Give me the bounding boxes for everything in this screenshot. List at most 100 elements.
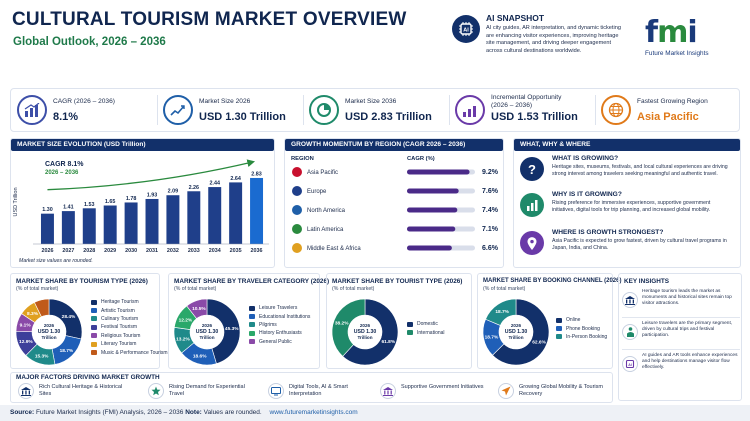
factor-text: Supportive Government Initiatives (401, 384, 484, 390)
footer: Source: Future Market Insights (FMI) Ana… (0, 405, 750, 421)
key-insights-panel: KEY INSIGHTS Heritage tourism leads the … (618, 273, 742, 401)
donut-center-label: USD 1.30 (505, 329, 528, 335)
fmi-logo: fmi Future Market Insights (645, 18, 740, 68)
kpi-market-2026: Market Size 2026 USD 1.30 Trillion (157, 89, 303, 131)
legend-swatch (91, 316, 97, 322)
x-tick-label: 2031 (146, 248, 158, 254)
region-cagr-value: 7.1% (482, 226, 499, 233)
legend-swatch (91, 299, 97, 305)
ai-chip-icon: AI (452, 15, 480, 43)
cagr-callout: CAGR 8.1% (45, 161, 84, 168)
source-url-link[interactable]: www.futuremarketinsights.com (269, 409, 358, 416)
www-text: Heritage sites, museums, festivals, and … (552, 164, 728, 177)
www-text: Asia Pacific is expected to grow fastest… (552, 238, 727, 251)
slice-online (492, 298, 550, 366)
www-title: WHY IS IT GROWING? (552, 191, 622, 198)
legend-label: History Enthusiasts (259, 330, 302, 337)
donut-legend: Leisure Travelers Educational Institution… (249, 304, 310, 346)
x-tick-label: 2032 (167, 248, 179, 254)
slice-leisure-travelers (206, 298, 241, 364)
legend-entry: Domestic (407, 320, 445, 328)
region-label: Middle East & Africa (307, 246, 361, 252)
legend-label: Domestic (417, 321, 438, 328)
ai-snapshot: AI AI SNAPSHOT AI city guides, AR interp… (452, 9, 624, 79)
bar-2035 (229, 182, 243, 244)
slice-value-label: 13.2% (176, 337, 190, 343)
donut-center-label: 2026 (202, 323, 213, 328)
kpi-value: USD 2.83 Trillion (345, 111, 432, 123)
donut-panel-traveler-category: MARKET SHARE BY TRAVELER CATEGORY (2026)… (168, 273, 329, 369)
what-why-where-panel: WHAT, WHY & WHERE ? WHAT IS GROWING? Her… (513, 138, 741, 268)
kpi-market-2036: Market Size 2036 USD 2.83 Trillion (303, 89, 449, 131)
legend-label: Online (566, 317, 581, 324)
x-tick-label: 2026 (41, 248, 53, 254)
legend-label: Pilgrims (259, 321, 277, 328)
factor-text: Rich Cultural Heritage & Historical Site… (39, 384, 123, 397)
x-tick-label: 2034 (209, 248, 221, 254)
slice-music-performance-tourism (33, 298, 50, 318)
legend-entry: Religious Tourism (91, 332, 168, 340)
donut-title: MARKET SHARE BY BOOKING CHANNEL (2026) (483, 278, 622, 284)
ai-snapshot-title: AI SNAPSHOT (486, 13, 545, 23)
logo-caption: Future Market Insights (645, 50, 709, 57)
donut-title: MARKET SHARE BY TRAVELER CATEGORY (2026) (174, 278, 330, 285)
factor-text: Growing Global Mobility & Tourism Recove… (519, 384, 603, 397)
pie-chart-icon (309, 95, 339, 125)
legend-entry: Culinary Tourism (91, 315, 168, 323)
bar-value-label: 1.53 (84, 202, 95, 208)
region-label: Asia Pacific (307, 170, 338, 176)
donut-center-label: USD 1.30 (354, 329, 377, 335)
x-tick-label: 2033 (188, 248, 200, 254)
evolution-panel: MARKET SIZE EVOLUTION (USD Trillion) USD… (10, 138, 275, 268)
donut-panel-booking-channel: MARKET SHARE BY BOOKING CHANNEL (2026) (… (477, 273, 621, 369)
www-heading: WHAT, WHY & WHERE (514, 139, 740, 151)
kpi-label: Market Size 2026 (199, 98, 251, 105)
bar-value-label: 2.44 (209, 181, 220, 187)
bar-value-label: 2.64 (230, 176, 241, 182)
slice-value-label: 18.6% (193, 354, 207, 360)
region-col-header: REGION (291, 156, 314, 162)
donut-subtitle: (% of total market) (483, 286, 526, 292)
legend-entry: Music & Performance Tourism (91, 348, 168, 356)
legend-label: Festival Tourism (101, 324, 138, 331)
source-label: Source: (10, 409, 35, 416)
source-text: Future Market Insights (FMI) Analysis, 2… (36, 409, 184, 416)
insight-item: Heritage tourism leads the market as mon… (622, 288, 740, 318)
x-tick-label: 2027 (62, 248, 74, 254)
page-title: CULTURAL TOURISM MARKET OVERVIEW (12, 9, 407, 30)
evolution-note: Market size values are rounded. (19, 258, 93, 264)
slice-in-person-booking (485, 298, 517, 326)
growth-heading: GROWTH MOMENTUM BY REGION (CAGR 2026 – 2… (285, 139, 503, 151)
logo-letters: fmi (645, 15, 698, 50)
legend-swatch (249, 314, 255, 320)
region-flag-icon (292, 186, 302, 196)
legend-label: Phone Booking (566, 325, 600, 332)
donut-title: MARKET SHARE BY TOURIST TYPE (2026) (332, 278, 463, 285)
legend-label: Leisure Travelers (259, 305, 298, 312)
legend-swatch (91, 308, 97, 314)
region-cagr-value: 6.6% (482, 245, 499, 252)
cagr-period: 2026 – 2036 (45, 170, 79, 176)
legend-swatch (407, 330, 413, 336)
experience-icon (148, 383, 164, 399)
slice-value-label: 18.7% (485, 335, 499, 341)
insight-item: Leisure travelers are the primary segmen… (622, 320, 740, 350)
cagr-col-header: CAGR (%) (407, 156, 435, 162)
slice-value-label: 8.3% (27, 311, 39, 317)
bar-2036 (250, 177, 264, 244)
region-bar (407, 207, 458, 213)
legend-label: Religious Tourism (101, 332, 141, 339)
x-tick-label: 2036 (251, 248, 263, 254)
legend-entry: General Public (249, 338, 310, 346)
x-tick-label: 2028 (83, 248, 95, 254)
page-subtitle: Global Outlook, 2026 – 2036 (13, 36, 166, 48)
bar-value-label: 1.65 (105, 199, 116, 205)
slice-value-label: 45.3% (225, 326, 239, 332)
bar-value-label: 2.83 (251, 171, 262, 177)
legend-entry: In-Person Booking (556, 333, 607, 341)
legend-entry: Leisure Travelers (249, 304, 310, 312)
donut-center-label: Trillion (357, 335, 372, 340)
